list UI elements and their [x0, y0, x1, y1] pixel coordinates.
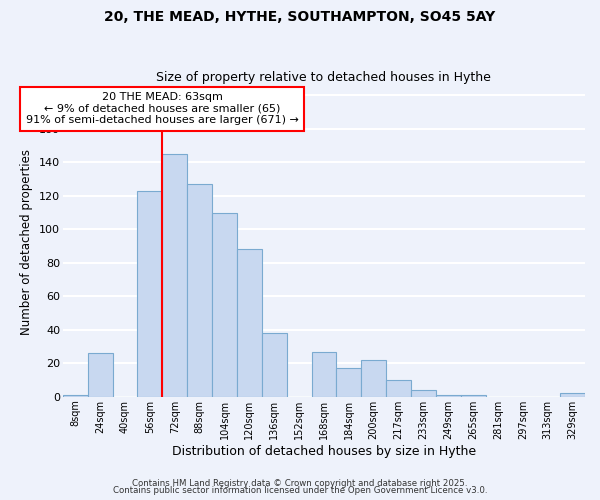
Bar	[137, 191, 163, 397]
Bar	[187, 184, 212, 397]
Bar	[237, 250, 262, 397]
X-axis label: Distribution of detached houses by size in Hythe: Distribution of detached houses by size …	[172, 444, 476, 458]
Text: 20, THE MEAD, HYTHE, SOUTHAMPTON, SO45 5AY: 20, THE MEAD, HYTHE, SOUTHAMPTON, SO45 5…	[104, 10, 496, 24]
Bar	[212, 212, 237, 397]
Bar	[436, 395, 461, 397]
Bar	[461, 395, 485, 397]
Bar	[386, 380, 411, 397]
Bar	[361, 360, 386, 397]
Bar	[311, 352, 337, 397]
Bar	[262, 333, 287, 397]
Text: Contains HM Land Registry data © Crown copyright and database right 2025.: Contains HM Land Registry data © Crown c…	[132, 478, 468, 488]
Title: Size of property relative to detached houses in Hythe: Size of property relative to detached ho…	[157, 72, 491, 85]
Bar	[411, 390, 436, 397]
Bar	[163, 154, 187, 397]
Bar	[88, 354, 113, 397]
Text: Contains public sector information licensed under the Open Government Licence v3: Contains public sector information licen…	[113, 486, 487, 495]
Bar	[63, 395, 88, 397]
Text: 20 THE MEAD: 63sqm
← 9% of detached houses are smaller (65)
91% of semi-detached: 20 THE MEAD: 63sqm ← 9% of detached hous…	[26, 92, 299, 126]
Bar	[337, 368, 361, 397]
Y-axis label: Number of detached properties: Number of detached properties	[20, 149, 34, 335]
Bar	[560, 394, 585, 397]
